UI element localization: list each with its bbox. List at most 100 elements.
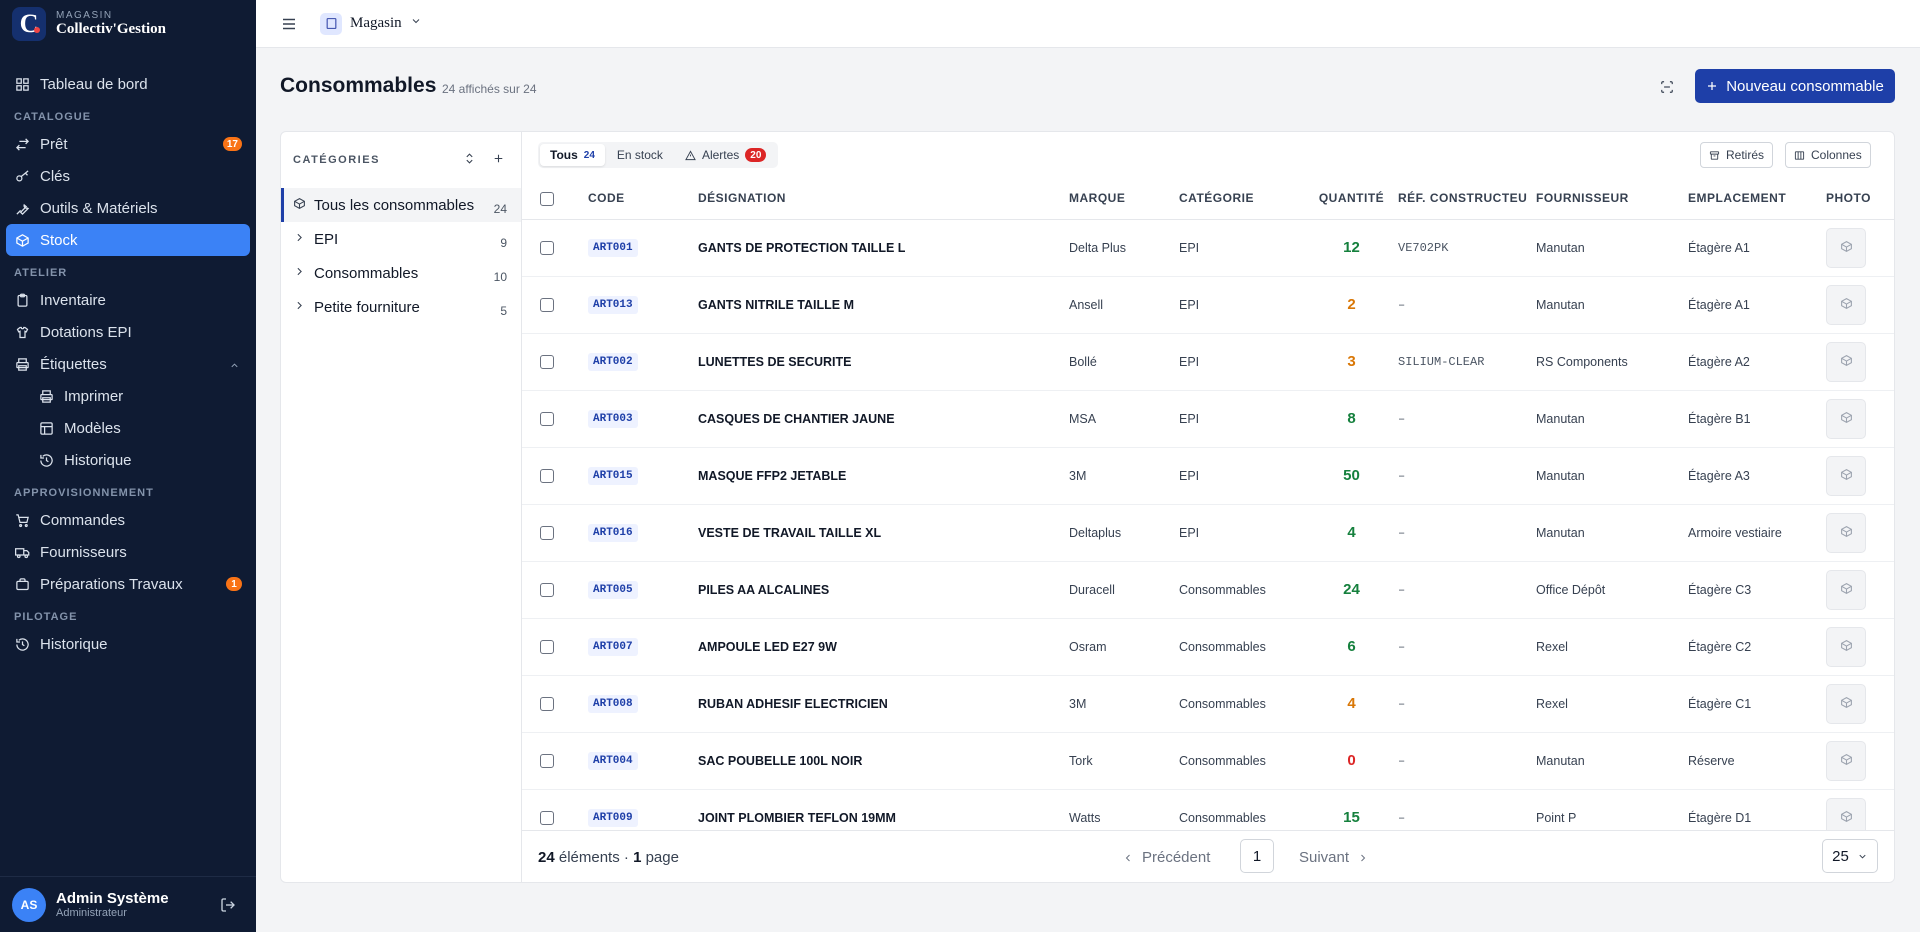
sidebar-item-commandes[interactable]: Commandes <box>6 504 250 536</box>
chevron-right-icon[interactable] <box>293 299 306 316</box>
header-category[interactable]: CATÉGORIE <box>1179 178 1305 220</box>
item-code[interactable]: ART003 <box>588 409 638 428</box>
select-all-checkbox[interactable] <box>540 191 554 206</box>
row-checkbox[interactable] <box>540 696 554 711</box>
row-checkbox[interactable] <box>540 468 554 483</box>
sidebar-item-historique[interactable]: Historique <box>6 444 250 476</box>
row-checkbox[interactable] <box>540 240 554 255</box>
photo-placeholder[interactable] <box>1826 569 1866 610</box>
photo-placeholder[interactable] <box>1826 683 1866 724</box>
next-page-button[interactable]: Suivant <box>1299 849 1369 866</box>
table-row[interactable]: ART001 GANTS DE PROTECTION TAILLE L Delta … <box>522 219 1894 277</box>
logout-icon[interactable] <box>220 897 236 916</box>
sidebar-item-stock[interactable]: Stock <box>6 224 250 256</box>
add-category-icon[interactable] <box>492 152 505 168</box>
sidebar-item-tableau-de-bord[interactable]: Tableau de bord <box>6 68 250 100</box>
header-quantity[interactable]: QUANTITÉ <box>1305 178 1398 220</box>
row-checkbox[interactable] <box>540 753 554 768</box>
photo-placeholder[interactable] <box>1826 284 1866 325</box>
item-designation[interactable]: SAC POUBELLE 100L NOIR <box>698 753 863 768</box>
columns-button[interactable]: Colonnes <box>1785 142 1871 168</box>
chevron-right-icon[interactable] <box>293 265 306 282</box>
photo-placeholder[interactable] <box>1826 398 1866 439</box>
store-selector[interactable]: Magasin <box>320 12 422 35</box>
photo-placeholder[interactable] <box>1826 455 1866 496</box>
item-code[interactable]: ART015 <box>588 466 638 485</box>
item-designation[interactable]: MASQUE FFP2 JETABLE <box>698 468 847 483</box>
row-checkbox[interactable] <box>540 810 554 825</box>
header-location[interactable]: EMPLACEMENT <box>1688 178 1826 220</box>
photo-placeholder[interactable] <box>1826 227 1866 268</box>
previous-page-button[interactable]: Précédent <box>1122 849 1210 866</box>
photo-placeholder[interactable] <box>1826 341 1866 382</box>
scan-icon[interactable] <box>1656 76 1678 98</box>
sidebar-item-modeles[interactable]: Modèles <box>6 412 250 444</box>
item-code[interactable]: ART002 <box>588 352 638 371</box>
header-designation[interactable]: DÉSIGNATION <box>698 178 1069 220</box>
row-checkbox[interactable] <box>540 354 554 369</box>
item-designation[interactable]: VESTE DE TRAVAIL TAILLE XL <box>698 525 882 540</box>
row-checkbox[interactable] <box>540 582 554 597</box>
table-row[interactable]: ART005 PILES AA ALCALINES Duracell Consomma… <box>522 561 1894 619</box>
new-consumable-button[interactable]: Nouveau consommable <box>1695 69 1895 103</box>
tab-alerts[interactable]: Alertes 20 <box>675 144 776 166</box>
row-checkbox[interactable] <box>540 639 554 654</box>
table-row[interactable]: ART007 AMPOULE LED E27 9W Osram Consommable… <box>522 618 1894 676</box>
item-designation[interactable]: PILES AA ALCALINES <box>698 582 830 597</box>
row-checkbox[interactable] <box>540 297 554 312</box>
header-code[interactable]: CODE <box>588 178 698 220</box>
item-code[interactable]: ART007 <box>588 637 638 656</box>
sidebar-item-historique[interactable]: Historique <box>6 628 250 660</box>
sidebar-item-preparations-travaux[interactable]: Préparations Travaux 1 <box>6 568 250 600</box>
brand[interactable]: C MAGASIN Collectiv'Gestion <box>0 0 256 48</box>
header-brand[interactable]: MARQUE <box>1069 178 1179 220</box>
sidebar-item-dotations-epi[interactable]: Dotations EPI <box>6 316 250 348</box>
page-1-button[interactable]: 1 <box>1240 839 1274 873</box>
category-item[interactable]: EPI 9 <box>281 222 521 256</box>
sidebar-item-etiquettes[interactable]: Étiquettes <box>6 348 250 380</box>
header-supplier[interactable]: FOURNISSEUR <box>1536 178 1688 220</box>
sidebar-item-pret[interactable]: Prêt 17 <box>6 128 250 160</box>
retired-button[interactable]: Retirés <box>1700 142 1774 168</box>
item-code[interactable]: ART009 <box>588 808 638 827</box>
photo-placeholder[interactable] <box>1826 512 1866 553</box>
item-code[interactable]: ART001 <box>588 238 638 257</box>
sidebar-item-inventaire[interactable]: Inventaire <box>6 284 250 316</box>
table-row[interactable]: ART002 LUNETTES DE SECURITE Bollé EPI 3 SILIU… <box>522 333 1894 391</box>
sidebar-item-outils-materiels[interactable]: Outils & Matériels <box>6 192 250 224</box>
sidebar-item-fournisseurs[interactable]: Fournisseurs <box>6 536 250 568</box>
menu-icon[interactable] <box>280 15 298 33</box>
table-row[interactable]: ART013 GANTS NITRILE TAILLE M Ansell EPI 2– M… <box>522 276 1894 334</box>
tab-in-stock[interactable]: En stock <box>607 144 673 166</box>
table-row[interactable]: ART008 RUBAN ADHESIF ELECTRICIEN 3M Consomm… <box>522 675 1894 733</box>
sort-icon[interactable] <box>463 152 476 168</box>
item-code[interactable]: ART008 <box>588 694 638 713</box>
category-item[interactable]: Tous les consommables 24 <box>281 188 521 222</box>
table-row[interactable]: ART003 CASQUES DE CHANTIER JAUNE MSA EPI 8– M… <box>522 390 1894 448</box>
table-row[interactable]: ART016 VESTE DE TRAVAIL TAILLE XL Deltaplu… <box>522 504 1894 562</box>
item-designation[interactable]: AMPOULE LED E27 9W <box>698 639 837 654</box>
photo-placeholder[interactable] <box>1826 740 1866 781</box>
item-code[interactable]: ART013 <box>588 295 638 314</box>
item-code[interactable]: ART005 <box>588 580 638 599</box>
row-checkbox[interactable] <box>540 411 554 426</box>
item-designation[interactable]: GANTS DE PROTECTION TAILLE L <box>698 240 906 255</box>
header-ref[interactable]: RÉF. CONSTRUCTEU <box>1398 178 1536 220</box>
item-designation[interactable]: RUBAN ADHESIF ELECTRICIEN <box>698 696 888 711</box>
item-code[interactable]: ART004 <box>588 751 638 770</box>
row-checkbox[interactable] <box>540 525 554 540</box>
table-row[interactable]: ART004 SAC POUBELLE 100L NOIR Tork Consomma… <box>522 732 1894 790</box>
avatar[interactable]: AS <box>12 887 46 922</box>
chevron-right-icon[interactable] <box>293 231 306 248</box>
item-code[interactable]: ART016 <box>588 523 638 542</box>
item-designation[interactable]: CASQUES DE CHANTIER JAUNE <box>698 411 895 426</box>
tab-all[interactable]: Tous 24 <box>540 144 605 166</box>
item-designation[interactable]: LUNETTES DE SECURITE <box>698 354 852 369</box>
sidebar-item-cles[interactable]: Clés <box>6 160 250 192</box>
category-item[interactable]: Consommables 10 <box>281 256 521 290</box>
category-item[interactable]: Petite fourniture 5 <box>281 290 521 324</box>
table-row[interactable]: ART015 MASQUE FFP2 JETABLE 3M EPI 50– Manutan… <box>522 447 1894 505</box>
item-designation[interactable]: JOINT PLOMBIER TEFLON 19MM <box>698 810 896 825</box>
per-page-select[interactable]: 25 <box>1822 839 1878 873</box>
photo-placeholder[interactable] <box>1826 626 1866 667</box>
